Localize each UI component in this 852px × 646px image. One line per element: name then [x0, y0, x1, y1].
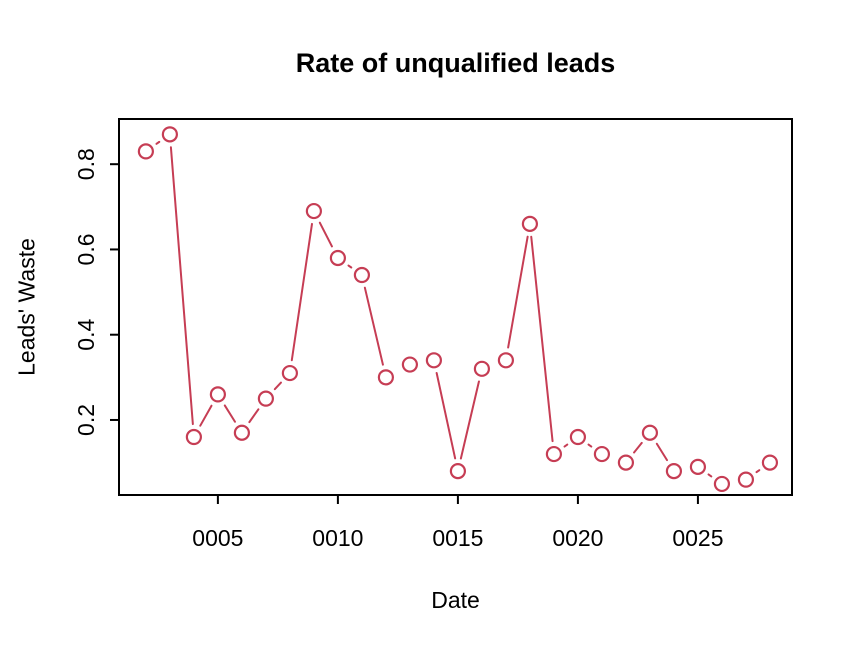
- series-line-segment: [459, 380, 480, 460]
- data-point: [257, 390, 274, 407]
- data-point: [569, 428, 587, 446]
- y-tick-label: 0.8: [73, 148, 99, 180]
- y-tick-label: 0.4: [73, 319, 99, 351]
- series-line-segment: [507, 235, 529, 349]
- data-point: [329, 249, 346, 267]
- series-line-segment: [223, 404, 236, 423]
- series-line-segment: [587, 443, 593, 448]
- data-point: [281, 364, 298, 382]
- data-point: [449, 463, 467, 480]
- chart-title: Rate of unqualified leads: [295, 48, 616, 78]
- x-tick-label: 0010: [312, 525, 363, 551]
- y-tick-label: 0.6: [73, 233, 99, 265]
- data-point: [761, 454, 779, 471]
- series-line-segment: [273, 381, 282, 391]
- data-point: [521, 215, 539, 232]
- series-line-segment: [155, 140, 161, 145]
- data-point: [689, 458, 707, 475]
- series-line-segment: [707, 473, 713, 478]
- data-point: [353, 266, 370, 284]
- data-point: [641, 424, 659, 441]
- x-tick-label: 0020: [552, 525, 603, 551]
- data-point: [209, 386, 226, 403]
- data-point: [305, 202, 322, 220]
- x-tick-label: 0015: [432, 525, 483, 551]
- x-axis-title: Date: [431, 587, 480, 613]
- data-point: [401, 356, 418, 373]
- series-line-segment: [435, 371, 457, 460]
- data-point: [425, 352, 442, 369]
- series-line-segment: [169, 146, 194, 426]
- data-point: [617, 454, 635, 471]
- data-point: [713, 475, 731, 493]
- series-line-segment: [655, 442, 669, 462]
- series-line-segment: [318, 221, 333, 248]
- series-line-segment: [563, 443, 569, 448]
- data-point: [233, 424, 250, 441]
- series-line-segment: [199, 404, 213, 427]
- data-point: [185, 428, 202, 446]
- series-line-segment: [755, 469, 761, 474]
- series-line-segment: [290, 222, 313, 362]
- data-point: [737, 471, 755, 488]
- data-point: [497, 352, 515, 369]
- series-line-segment: [363, 286, 384, 366]
- data-point: [665, 463, 683, 480]
- data-point: [377, 369, 394, 386]
- series-line-segment: [633, 441, 643, 454]
- series-line-segment: [248, 408, 260, 424]
- data-point: [545, 445, 563, 463]
- data-point: [473, 360, 491, 377]
- y-tick-label: 0.2: [73, 404, 99, 436]
- data-point: [593, 445, 611, 463]
- series-line-segment: [530, 235, 554, 443]
- series-line-segment: [347, 264, 353, 269]
- x-tick-label: 0005: [192, 525, 243, 551]
- data-point: [137, 143, 154, 160]
- x-tick-label: 0025: [672, 525, 723, 551]
- data-point: [161, 126, 178, 143]
- plot-border: [118, 118, 793, 496]
